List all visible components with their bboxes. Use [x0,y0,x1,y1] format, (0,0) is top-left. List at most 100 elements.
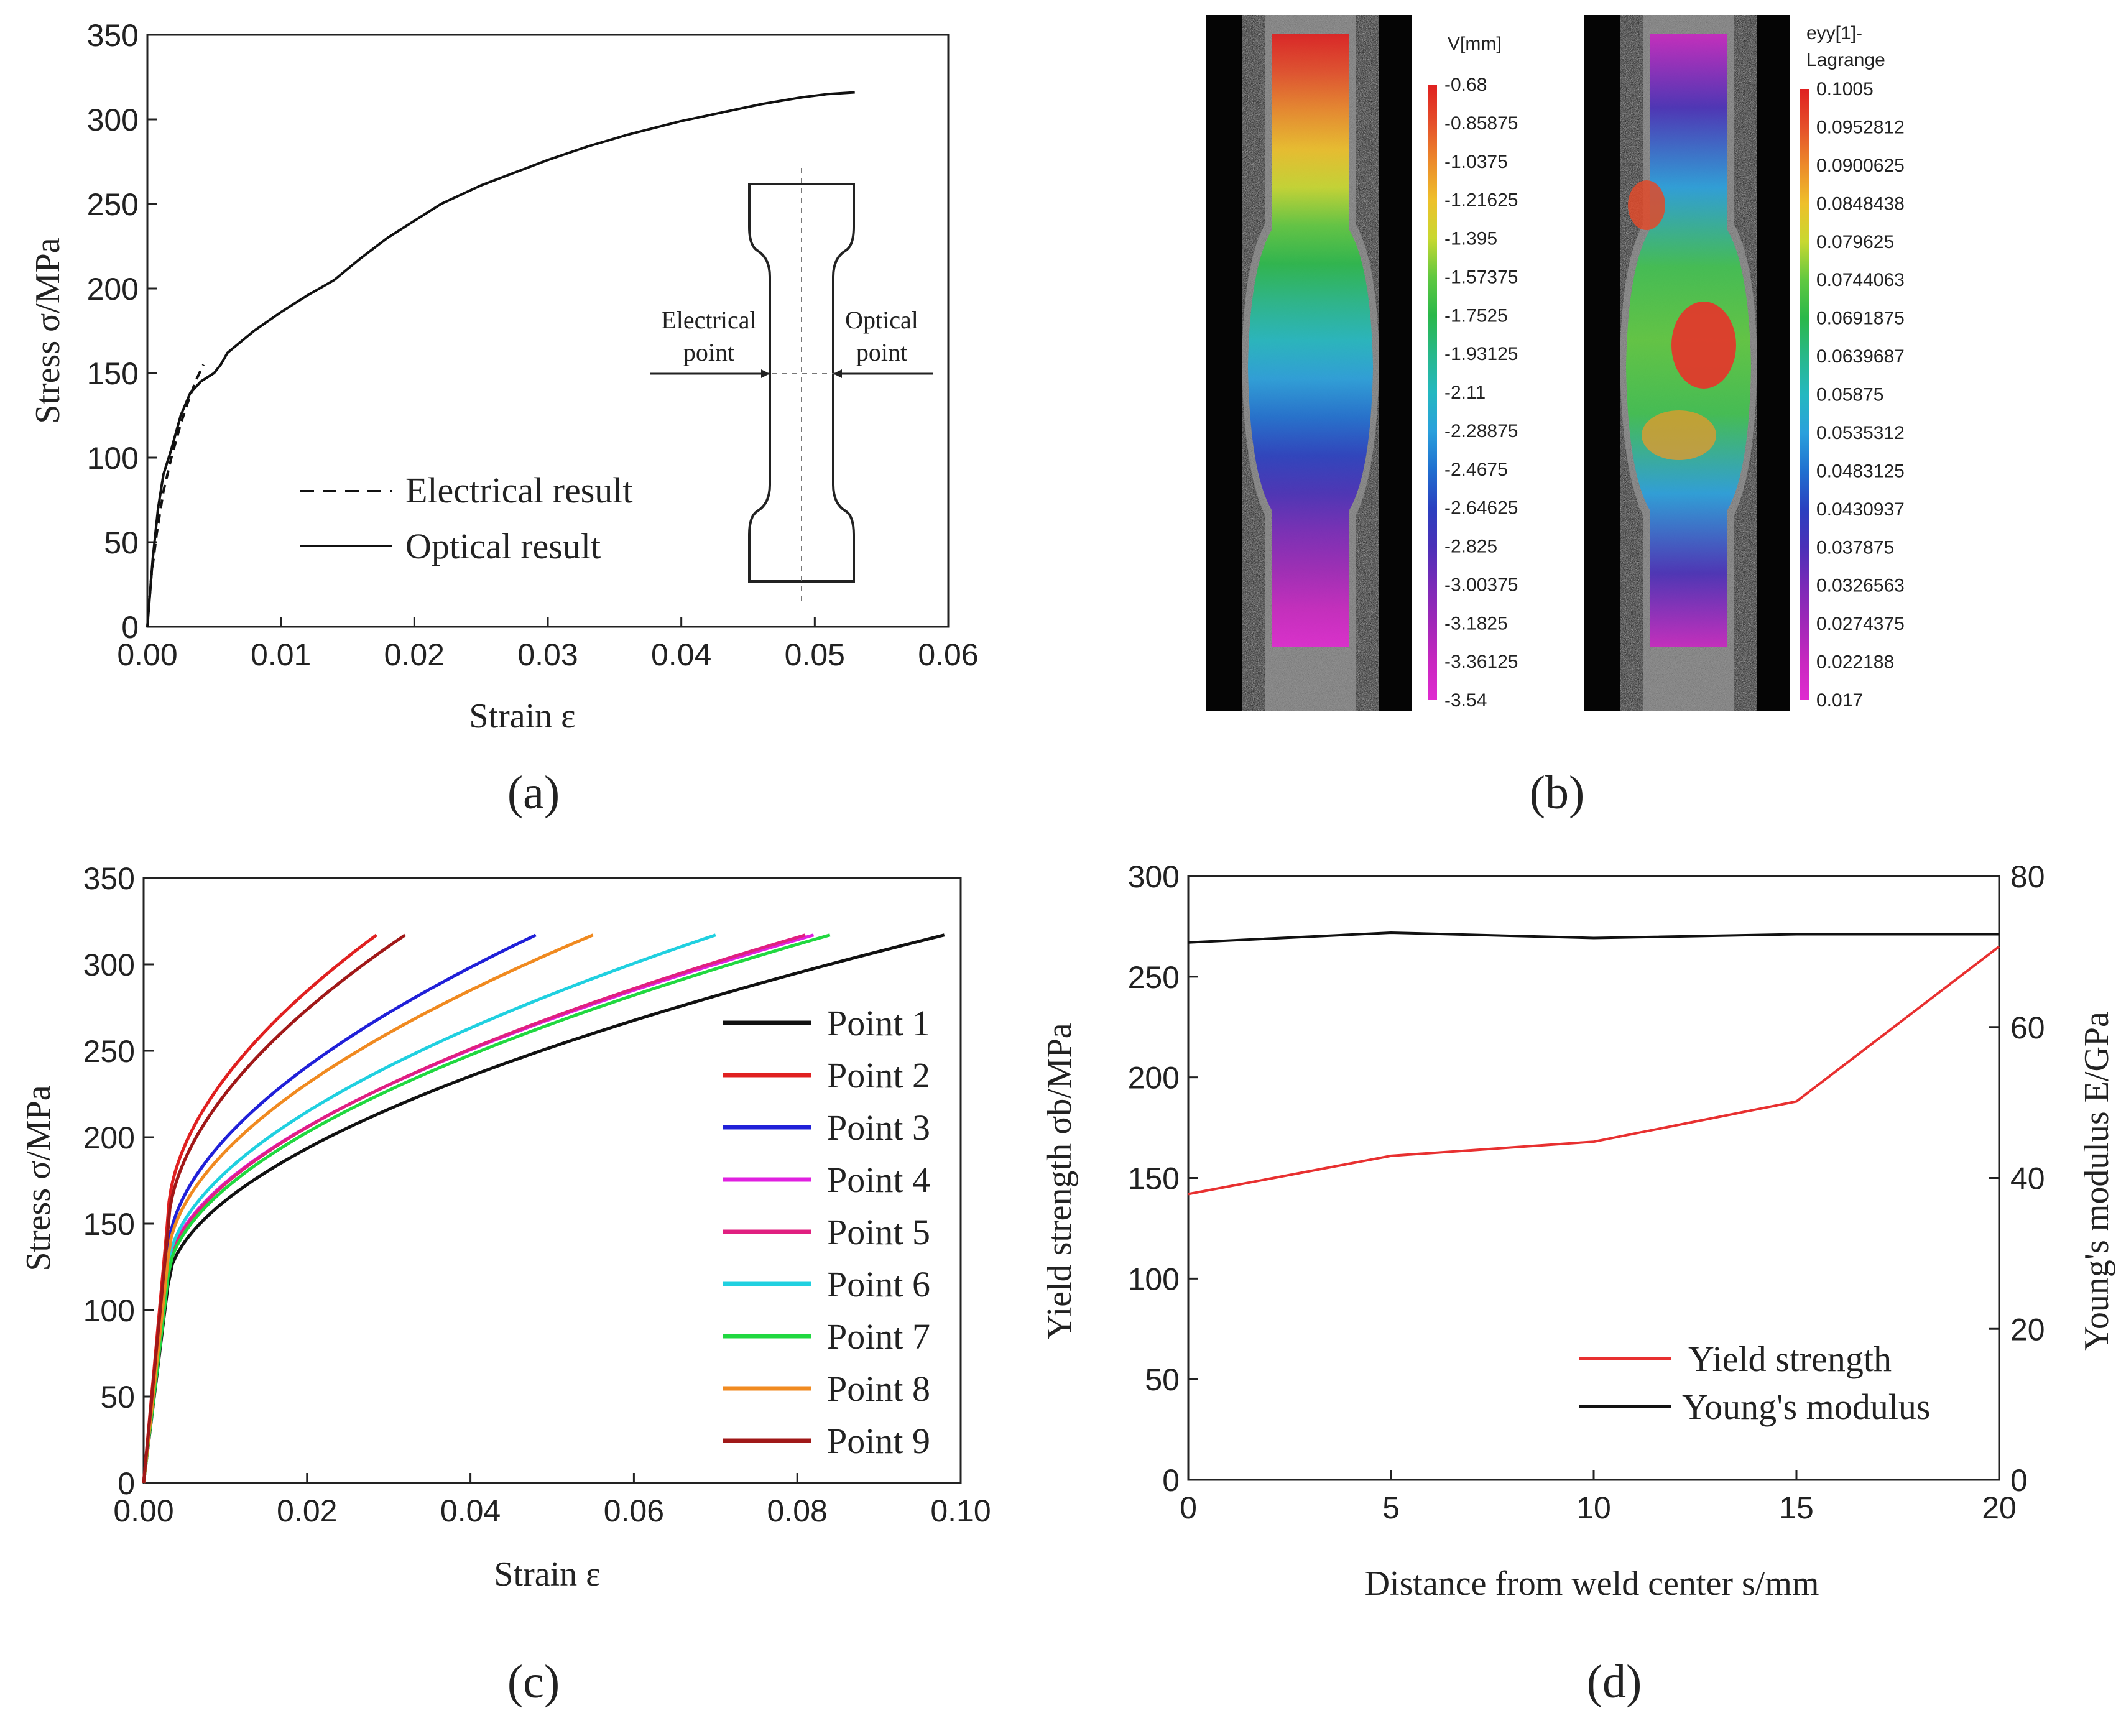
legend-label-yield: Yield strength [1688,1339,1892,1379]
displacement-colorbar-tick-label: -2.825 [1444,537,1497,557]
panel-d-xtick-label: 20 [1982,1490,2017,1525]
panel-c-ytick-label: 350 [83,861,135,896]
panel-d-xtick-label: 15 [1779,1490,1814,1525]
panel-c-ytick-label: 150 [83,1207,135,1242]
strain-colorbar-tick-label: 0.0639687 [1816,346,1905,367]
strain-colorbar-tick-label: 0.0326563 [1816,576,1905,596]
strain-colorbar-tick-label: 0.0848438 [1816,193,1905,214]
panel-d-right-ytick-label: 80 [2010,859,2045,894]
displacement-colorbar-tick-label: -1.93125 [1444,344,1518,364]
specimen-outline [748,183,855,583]
panel-d-ylabel-right: Young's modulus E/GPa [2077,1012,2116,1351]
legend-label-point-2: Point 2 [827,1055,930,1096]
yield-strength-line [1188,945,2000,1196]
displacement-map [1206,15,1412,711]
displacement-colorbar-tick-label: -2.4675 [1444,459,1508,480]
displacement-colorbar-tick-label: -0.68 [1444,75,1487,95]
legend-label-point-3: Point 3 [827,1107,930,1148]
legend-label-point-7: Point 7 [827,1316,930,1357]
panel-d-xlabel: Distance from weld center s/mm [1365,1564,1819,1603]
optical-arrowhead [833,369,842,378]
strain-colorbar-tick-label: 0.017 [1816,690,1863,711]
legend-label-point-9: Point 9 [827,1421,930,1461]
displacement-colorbar-tick-label: -3.00375 [1444,575,1518,595]
panel-a-xtick-label: 0.01 [251,637,311,672]
series-line-point-4 [142,933,815,1484]
panel-d-ytick-label: 150 [1128,1161,1180,1196]
panel-a-ytick-label: 50 [104,525,139,560]
series-line-point-6 [142,933,716,1484]
panel-c-ytick-label: 0 [118,1466,135,1501]
panel-a-xtick-label: 0.00 [117,637,177,672]
panel-c-ytick-label: 100 [83,1293,135,1328]
panel-c-ylabel: Stress σ/MPa [19,1085,58,1271]
strain-map [1584,15,1790,711]
strain-colorbar-tick-label: 0.079625 [1816,232,1894,252]
displacement-colorbar: -0.68 -0.85875 -1.0375 -1.21625 -1.395 -1.573… [1428,34,1518,711]
displacement-colorbar-tick-label: -2.11 [1444,382,1486,403]
displacement-colorbar-tick-label: -1.0375 [1444,152,1508,172]
displacement-colorbar-tick-label: -1.7525 [1444,305,1508,326]
panel-a-ytick-label: 100 [87,441,139,476]
panel-a-xtick-label: 0.02 [384,637,445,672]
strain-colorbar-tick-label: 0.0535312 [1816,423,1905,443]
panel-d-xtick-label: 0 [1180,1490,1197,1525]
panel-c-axes-frame [142,877,962,1484]
panel-d-right-ytick-label: 20 [2010,1312,2045,1347]
inset-optical-label-2: point [856,338,907,366]
panel-a: 0.00 0.01 0.02 0.03 0.04 0.05 0.06 0 50 100 150 200… [29,18,979,819]
legend-label-modulus: Young's modulus [1682,1387,1930,1427]
strain-colorbar-tick-label: 0.037875 [1816,537,1894,558]
panel-a-caption: (a) [507,767,560,819]
strain-colorbar-tick-label: 0.0691875 [1816,308,1905,329]
strain-colorbar-tick-label: 0.0952812 [1816,117,1905,137]
displacement-colorbar-tick-label: -1.57375 [1444,267,1518,287]
panel-a-xtick-label: 0.04 [651,637,711,672]
strain-colorbar-title-2: Lagrange [1806,50,1885,70]
panel-d-right-ytick-label: 60 [2010,1010,2045,1045]
panel-d-right-ytick-label: 40 [2010,1161,2045,1196]
panel-c-xtick-label: 0.00 [113,1494,173,1528]
series-line-point-1 [142,933,945,1484]
panel-d-ytick-label: 0 [1162,1463,1180,1498]
strain-colorbar-tick-label: 0.0483125 [1816,461,1905,481]
strain-colorbar-tick-label: 0.022188 [1816,652,1894,673]
displacement-colorbar-tick-label: -3.54 [1444,690,1487,711]
series-line-point-8 [142,933,594,1484]
panel-d: 0 5 10 15 20050100150200250300020406080Yield… [1040,859,2116,1708]
displacement-colorbar-tick-label: -2.64625 [1444,498,1518,519]
inset-electrical-label-2: point [683,338,734,366]
legend-label-point-6: Point 6 [827,1264,930,1304]
panel-c-ytick-label: 250 [83,1034,135,1069]
electrical-arrowhead [761,369,770,378]
series-line-point-9 [142,933,406,1484]
panel-a-xlabel: Strain ε [469,697,575,736]
strain-hotspot-upper [1628,180,1665,230]
series-line-point-7 [142,933,831,1484]
panel-c-xtick-label: 0.08 [767,1494,828,1528]
panel-d-ytick-label: 250 [1128,960,1180,995]
panel-d-xtick-label: 5 [1382,1490,1400,1525]
panel-c-ytick-label: 50 [100,1380,135,1415]
displacement-colorbar-tick-label: -3.36125 [1444,652,1518,672]
strain-hotspot-center [1671,302,1736,389]
displacement-colorbar-tick-label: -3.1825 [1444,613,1508,634]
panel-c-xtick-label: 0.06 [604,1494,664,1528]
legend-label-point-1: Point 1 [827,1003,930,1043]
panel-c-xlabel: Strain ε [494,1555,600,1594]
strain-colorbar-tick-label: 0.05875 [1816,385,1883,405]
panel-d-ytick-label: 300 [1128,859,1180,894]
panel-c-xtick-label: 0.04 [440,1494,501,1528]
electrical-result-line [146,364,205,627]
inset-electrical-label-1: Electrical [661,306,756,334]
panel-d-ytick-label: 50 [1145,1362,1180,1397]
panel-d-ytick-label: 200 [1128,1061,1180,1096]
panel-a-xtick-label: 0.06 [918,637,978,672]
panel-a-xtick-label: 0.05 [785,637,845,672]
legend-label-electrical: Electrical result [405,470,633,510]
panel-c-xtick-label: 0.10 [930,1494,991,1528]
panel-d-right-ytick-label: 0 [2010,1463,2028,1498]
strain-colorbar-strip [1800,89,1809,700]
panel-c-xtick-label: 0.02 [277,1494,337,1528]
